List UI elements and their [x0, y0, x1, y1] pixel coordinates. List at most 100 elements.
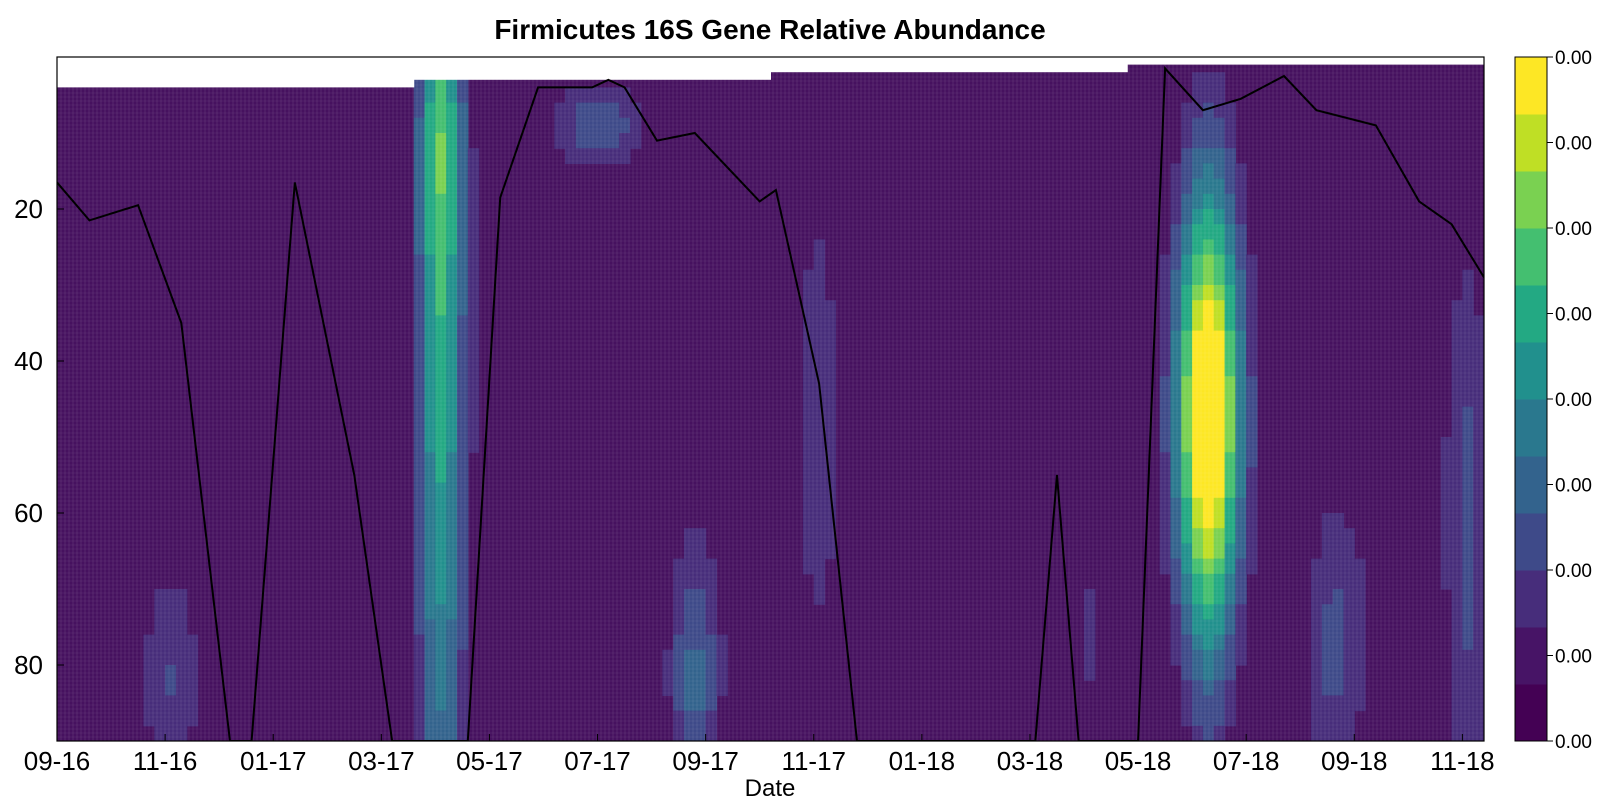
heat-cell: [435, 133, 447, 149]
heat-cell: [1192, 665, 1204, 681]
heat-cell: [694, 680, 707, 696]
heat-cell: [446, 604, 458, 620]
heat-cell: [1473, 649, 1484, 666]
heat-cell: [1192, 178, 1204, 195]
heat-cell: [1440, 558, 1453, 575]
heat-cell: [413, 148, 426, 164]
heat-cell: [1202, 224, 1215, 240]
heat-cell: [1451, 558, 1463, 575]
heat-cell: [1224, 482, 1236, 499]
heat-cell: [1181, 437, 1193, 453]
heat-cell: [154, 604, 166, 620]
heat-cell: [446, 148, 458, 164]
heat-cell: [435, 710, 447, 727]
heat-cell: [1181, 300, 1193, 316]
heat-cell: [143, 634, 155, 651]
heat-cell: [143, 710, 155, 727]
heat-cell: [1213, 725, 1226, 741]
heat-cell: [1170, 209, 1182, 225]
heat-cell: [186, 634, 199, 651]
heat-cell: [435, 102, 447, 119]
heat-cell: [446, 376, 458, 392]
heat-cell: [1170, 330, 1182, 347]
heat-cell: [456, 133, 469, 149]
x-tick-label: 09-18: [1321, 746, 1388, 776]
heat-cell: [1202, 193, 1215, 210]
heat-cell: [1159, 406, 1172, 423]
heat-cell: [1202, 178, 1215, 195]
heat-cell: [435, 543, 447, 560]
heat-cell: [446, 72, 458, 88]
heat-cell: [456, 528, 469, 544]
heat-cell: [1159, 497, 1172, 514]
heat-cell: [467, 285, 480, 301]
heat-cell: [424, 300, 436, 316]
heat-cell: [1224, 391, 1236, 408]
heat-cell: [413, 300, 426, 316]
heat-cell: [1224, 619, 1236, 636]
heat-cell: [1343, 558, 1355, 575]
heat-cell: [694, 604, 707, 620]
heat-cell: [629, 133, 642, 149]
heat-cell: [1213, 254, 1226, 271]
heat-cell: [1235, 437, 1247, 453]
heat-cell: [1192, 528, 1204, 544]
heat-cell: [1213, 497, 1226, 514]
heat-cell: [1181, 391, 1193, 408]
heat-cell: [1213, 209, 1226, 225]
heat-cell: [1213, 589, 1226, 605]
heat-cell: [597, 148, 609, 164]
heat-cell: [175, 665, 188, 681]
heat-cell: [1235, 269, 1247, 286]
heat-cell: [413, 254, 426, 271]
colorbar-swatch: [1515, 57, 1547, 115]
heat-cell: [1462, 589, 1474, 605]
heat-cell: [456, 543, 469, 560]
heat-cell: [1343, 589, 1355, 605]
heat-cell: [813, 589, 826, 605]
heat-cell: [1192, 437, 1204, 453]
heat-cell: [619, 117, 631, 134]
heat-cell: [1224, 269, 1236, 286]
heat-cell: [1181, 528, 1193, 544]
heat-cell: [1202, 239, 1215, 256]
heat-cell: [1332, 573, 1345, 590]
heat-cell: [413, 452, 426, 468]
heat-cell: [1202, 497, 1215, 514]
heat-cell: [1181, 315, 1193, 332]
heat-cell: [1235, 573, 1247, 590]
heat-cell: [1462, 710, 1474, 727]
heat-cell: [1159, 482, 1172, 499]
heat-cell: [705, 649, 718, 666]
heat-cell: [802, 345, 815, 362]
heat-cell: [435, 589, 447, 605]
heat-cell: [1213, 528, 1226, 544]
colorbar-swatch: [1515, 114, 1547, 172]
heat-cell: [1084, 649, 1096, 666]
heat-cell: [802, 361, 815, 377]
heat-cell: [1181, 589, 1193, 605]
colorbar-swatch: [1515, 456, 1547, 514]
heat-cell: [1343, 710, 1355, 727]
heat-cell: [1451, 467, 1463, 484]
colorbar-label: 0.00: [1555, 134, 1592, 155]
heat-cell: [1451, 406, 1463, 423]
heat-cell: [575, 117, 588, 134]
heat-cell: [1159, 452, 1172, 468]
heat-cell: [1246, 376, 1258, 392]
heat-cell: [1181, 163, 1193, 180]
heat-cell: [467, 421, 480, 438]
heat-cell: [1451, 330, 1463, 347]
heat-cell: [154, 665, 166, 681]
heat-cell: [619, 148, 631, 164]
x-tick-label: 09-16: [24, 746, 91, 776]
heat-cell: [456, 725, 469, 741]
heat-cell: [143, 665, 155, 681]
heat-cell: [424, 680, 436, 696]
heat-cell: [694, 573, 707, 590]
heat-cell: [1473, 391, 1484, 408]
heat-cell: [1192, 619, 1204, 636]
heat-cell: [694, 695, 707, 712]
heat-cell: [424, 239, 436, 256]
